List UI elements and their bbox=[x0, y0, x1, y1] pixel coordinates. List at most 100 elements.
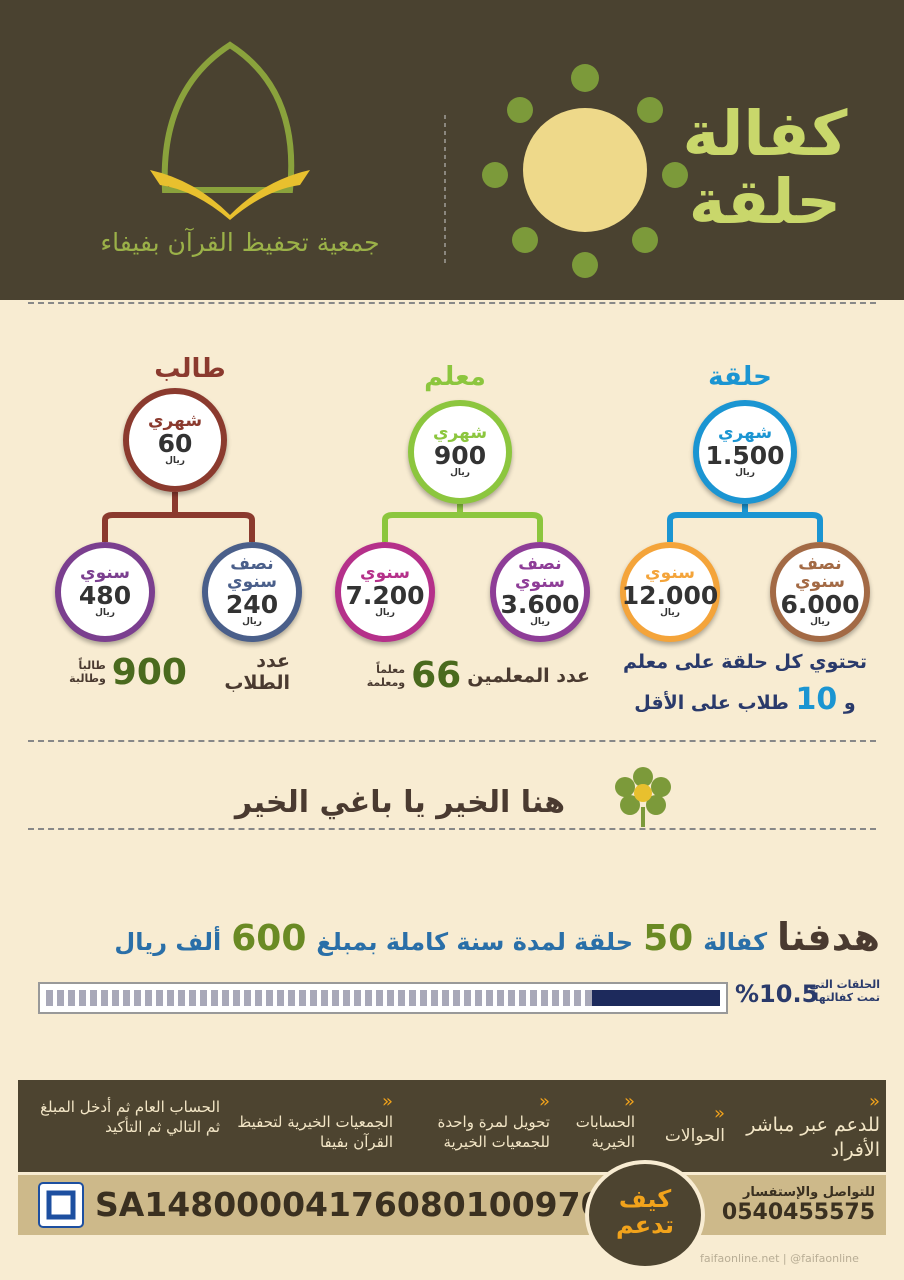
note-number: 900 bbox=[111, 651, 187, 693]
price-amount: 7.200 bbox=[345, 581, 425, 611]
price-currency: ريال bbox=[375, 608, 395, 619]
connector bbox=[667, 504, 823, 542]
bank-icon bbox=[38, 1182, 84, 1228]
price-currency: ريال bbox=[660, 608, 680, 619]
price-currency: ريال bbox=[735, 468, 755, 479]
note-text: و bbox=[843, 691, 856, 714]
goal-number: 50 bbox=[643, 918, 694, 959]
price-amount: 480 bbox=[78, 581, 132, 611]
price-label: سنوي bbox=[80, 563, 130, 584]
price-currency: ريال bbox=[530, 617, 550, 628]
support-band bbox=[18, 1080, 886, 1172]
watermark: faifaonline.net | @faifaonline bbox=[700, 1252, 859, 1265]
contact-label: للتواصل والإستفسار bbox=[742, 1185, 875, 1200]
iban-band bbox=[18, 1175, 886, 1235]
price-currency: ريال bbox=[450, 468, 470, 479]
support-title-line: تدعم bbox=[615, 1211, 675, 1240]
step-text: الحسابات الخيرية bbox=[575, 1113, 635, 1151]
goal-text: ألف ريال bbox=[114, 928, 222, 956]
note: عدد المعلمين 66 معلماً ومعلمة bbox=[350, 655, 590, 696]
step-text: للدعم عبر مباشر الأفراد bbox=[746, 1114, 880, 1162]
support-title: كيف تدعم bbox=[585, 1160, 705, 1270]
price-amount: 240 bbox=[225, 590, 279, 619]
header-art bbox=[150, 41, 688, 278]
title-line: كفالة bbox=[682, 97, 848, 170]
phone: 0540455575 bbox=[721, 1200, 875, 1225]
goal: هدفنا كفالة 50 حلقة لمدة سنة كاملة بمبلغ… bbox=[35, 915, 880, 959]
note-unit: طالباً وطالبة bbox=[69, 659, 106, 685]
title-line: حلقة bbox=[688, 165, 842, 239]
step-text: تحويل لمرة واحدة للجمعيات الخيرية bbox=[437, 1113, 550, 1151]
goal-label: هدفنا bbox=[777, 915, 880, 959]
progress-track bbox=[46, 990, 720, 1006]
price-amount: 900 bbox=[433, 441, 487, 471]
note-unit: معلماً ومعلمة bbox=[366, 662, 406, 689]
price-label: شهري bbox=[147, 411, 203, 432]
support-step: «تحويل لمرة واحدة للجمعيات الخيرية bbox=[437, 1091, 550, 1151]
price-circle: نصف سنوي 6.000 ريال bbox=[770, 542, 870, 642]
price-circle: شهري 60 ريال bbox=[123, 388, 227, 492]
price-amount: 12.000 bbox=[621, 581, 719, 611]
note-number: 10 bbox=[795, 681, 838, 717]
group-title: معلم bbox=[424, 362, 486, 392]
price-circle: شهري 900 ريال bbox=[408, 400, 512, 504]
price-circle: سنوي 480 ريال bbox=[55, 542, 155, 642]
support-step: «الجمعيات الخيرية لتحفيظ القرآن بفيفا bbox=[237, 1091, 393, 1151]
header bbox=[0, 0, 904, 300]
price-label: شهري bbox=[717, 423, 773, 444]
price-label: نصف سنوي bbox=[227, 554, 277, 593]
step-text: الحساب العام ثم أدخل المبلغ ثم التالي ثم… bbox=[40, 1098, 220, 1136]
connector bbox=[102, 492, 255, 542]
price-amount: 1.500 bbox=[705, 441, 785, 471]
support-title-line: كيف bbox=[618, 1185, 672, 1213]
contact: للتواصل والإستفسار 0540455575 bbox=[721, 1185, 875, 1225]
goal-text: كفالة bbox=[703, 928, 768, 956]
slogan: هنا الخير يا باغي الخير bbox=[234, 785, 566, 820]
goal-number: 600 bbox=[231, 918, 307, 959]
org-name: جمعية تحفيظ القرآن بفيفاء bbox=[100, 228, 380, 257]
note-text: عدد المعلمين bbox=[467, 664, 590, 687]
note-text: عدد الطلاب bbox=[224, 650, 290, 694]
divider bbox=[28, 302, 876, 304]
price-amount: 6.000 bbox=[780, 590, 860, 619]
price-currency: ريال bbox=[165, 456, 185, 467]
iban: SA1480000417608010097001 bbox=[95, 1185, 650, 1224]
support-step: «الحوالات bbox=[664, 1103, 725, 1147]
note-number: 66 bbox=[411, 655, 462, 696]
support-step: الحساب العام ثم أدخل المبلغ ثم التالي ثم… bbox=[35, 1090, 220, 1137]
price-currency: ريال bbox=[95, 608, 115, 619]
group-title: طالب bbox=[154, 354, 226, 384]
price-currency: ريال bbox=[242, 617, 262, 628]
progress-fill bbox=[592, 990, 720, 1006]
group-title: حلقة bbox=[708, 362, 772, 392]
connectors bbox=[102, 492, 823, 542]
price-circle: سنوي 12.000 ريال bbox=[620, 542, 720, 642]
price-circle: نصف سنوي 240 ريال bbox=[202, 542, 302, 642]
title: كفالة حلقة bbox=[675, 97, 855, 239]
support-step: «للدعم عبر مباشر الأفراد bbox=[746, 1091, 880, 1162]
price-circle: شهري 1.500 ريال bbox=[693, 400, 797, 504]
progress-bar bbox=[38, 982, 728, 1014]
price-amount: 60 bbox=[157, 429, 193, 459]
note: عدد الطلاب 900 طالباً وطالبة bbox=[60, 650, 290, 694]
note-line: تحتوي كل حلقة على معلم bbox=[622, 651, 868, 673]
price-currency: ريال bbox=[810, 617, 830, 628]
progress-label: الحلقات التي تمت كفالتها bbox=[809, 978, 880, 1004]
divider bbox=[28, 828, 876, 830]
step-text: الحوالات bbox=[664, 1126, 725, 1147]
price-label: سنوي bbox=[360, 563, 410, 584]
price-label: نصف سنوي bbox=[515, 554, 565, 593]
price-label: نصف سنوي bbox=[795, 554, 845, 593]
flower-icon bbox=[615, 767, 671, 827]
goal-text: حلقة لمدة سنة كاملة بمبلغ bbox=[316, 928, 634, 956]
price-amount: 3.600 bbox=[500, 590, 580, 619]
price-circle: سنوي 7.200 ريال bbox=[335, 542, 435, 642]
connector bbox=[382, 504, 543, 542]
note-text: طلاب على الأقل bbox=[634, 691, 789, 714]
progress-value: %10.5 bbox=[735, 980, 819, 1008]
price-circle: نصف سنوي 3.600 ريال bbox=[490, 542, 590, 642]
note: تحتوي كل حلقة على معلم و 10 طلاب على الأ… bbox=[620, 648, 870, 722]
step-text: الجمعيات الخيرية لتحفيظ القرآن بفيفا bbox=[237, 1113, 393, 1151]
support-step: «الحسابات الخيرية bbox=[575, 1091, 635, 1151]
